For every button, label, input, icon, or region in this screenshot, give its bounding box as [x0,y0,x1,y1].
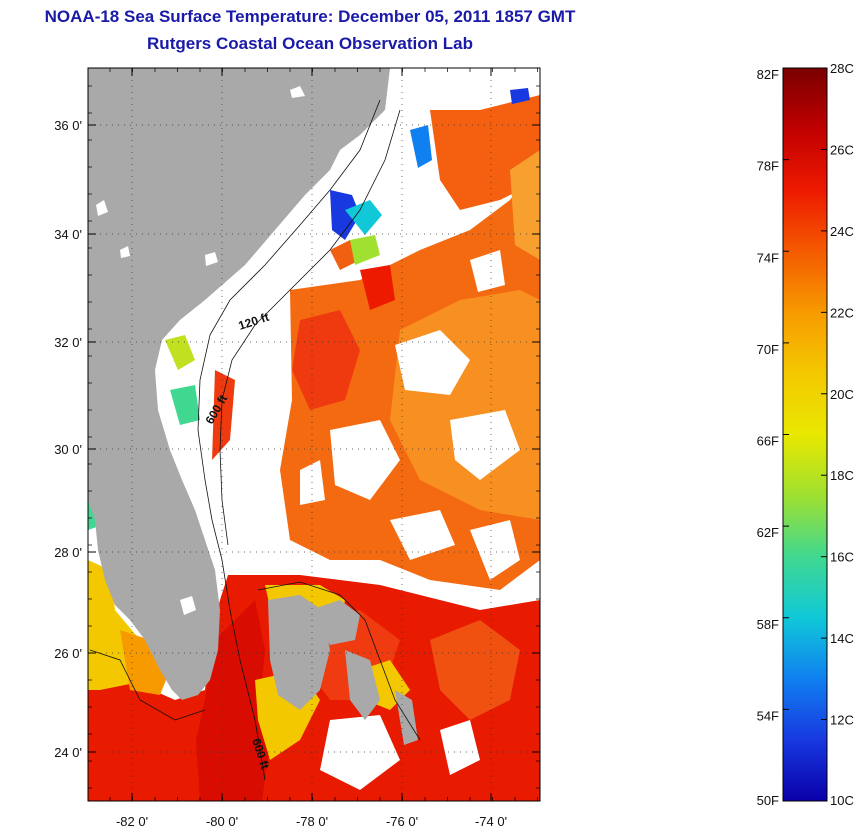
colorbar-f-label: 66F [757,434,779,449]
eleuthera [345,650,380,720]
colorbar-f-label: 50F [757,793,779,808]
lat-label: 26 0' [54,646,82,661]
andros-island [268,595,330,710]
lat-label: 34 0' [54,227,82,242]
colorbar-c-label: 28C [830,61,854,76]
colorbar-c-label: 26C [830,142,854,157]
colorbar-f-label: 70F [757,342,779,357]
colorbar-c-label: 10C [830,793,854,808]
colorbar-f-label: 78F [757,159,779,174]
inland-lakes [96,86,305,615]
colorbar-celsius-labels: 28C 26C 24C 22C 20C 18C 16C 14C 12C 10C [830,61,854,808]
map-title: NOAA-18 Sea Surface Temperature: Decembe… [44,7,576,26]
colorbar-c-label: 14C [830,631,854,646]
colorbar-c-label: 22C [830,305,854,320]
lat-label: 24 0' [54,745,82,760]
map-frame [87,67,541,802]
graticule [88,68,540,801]
lon-label: -82 0' [116,814,148,829]
land-mass [88,68,418,745]
colorbar-f-label: 54F [757,708,779,723]
lon-label: -76 0' [386,814,418,829]
lat-label: 28 0' [54,545,82,560]
lat-label: 36 0' [54,118,82,133]
latitude-labels: 36 0' 34 0' 32 0' 30 0' 28 0' 26 0' 24 0' [54,118,82,760]
colorbar-c-label: 24C [830,224,854,239]
map-subtitle: Rutgers Coastal Ocean Observation Lab [147,34,473,53]
colorbar-f-label: 62F [757,525,779,540]
colorbar-c-label: 16C [830,550,854,565]
colorbar-f-label: 74F [757,250,779,265]
longitude-labels: -82 0' -80 0' -78 0' -76 0' -74 0' [116,814,507,829]
colorbar [782,67,828,802]
colorbar-c-label: 20C [830,387,854,402]
colorbar-c-label: 18C [830,468,854,483]
lat-label: 32 0' [54,335,82,350]
lon-label: -78 0' [296,814,328,829]
southeast-us-coast [88,68,390,700]
lon-label: -80 0' [206,814,238,829]
colorbar-ticks [783,67,827,802]
grand-bahama [310,600,360,645]
lon-label: -74 0' [475,814,507,829]
colorbar-fahrenheit-labels: 82F 78F 74F 70F 66F 62F 58F 54F 50F [757,67,779,808]
colorbar-c-label: 12C [830,713,854,728]
exuma [395,690,418,745]
lat-label: 30 0' [54,442,82,457]
colorbar-f-label: 58F [757,617,779,632]
bathymetry-contours [89,99,421,781]
colorbar-f-label: 82F [757,67,779,82]
